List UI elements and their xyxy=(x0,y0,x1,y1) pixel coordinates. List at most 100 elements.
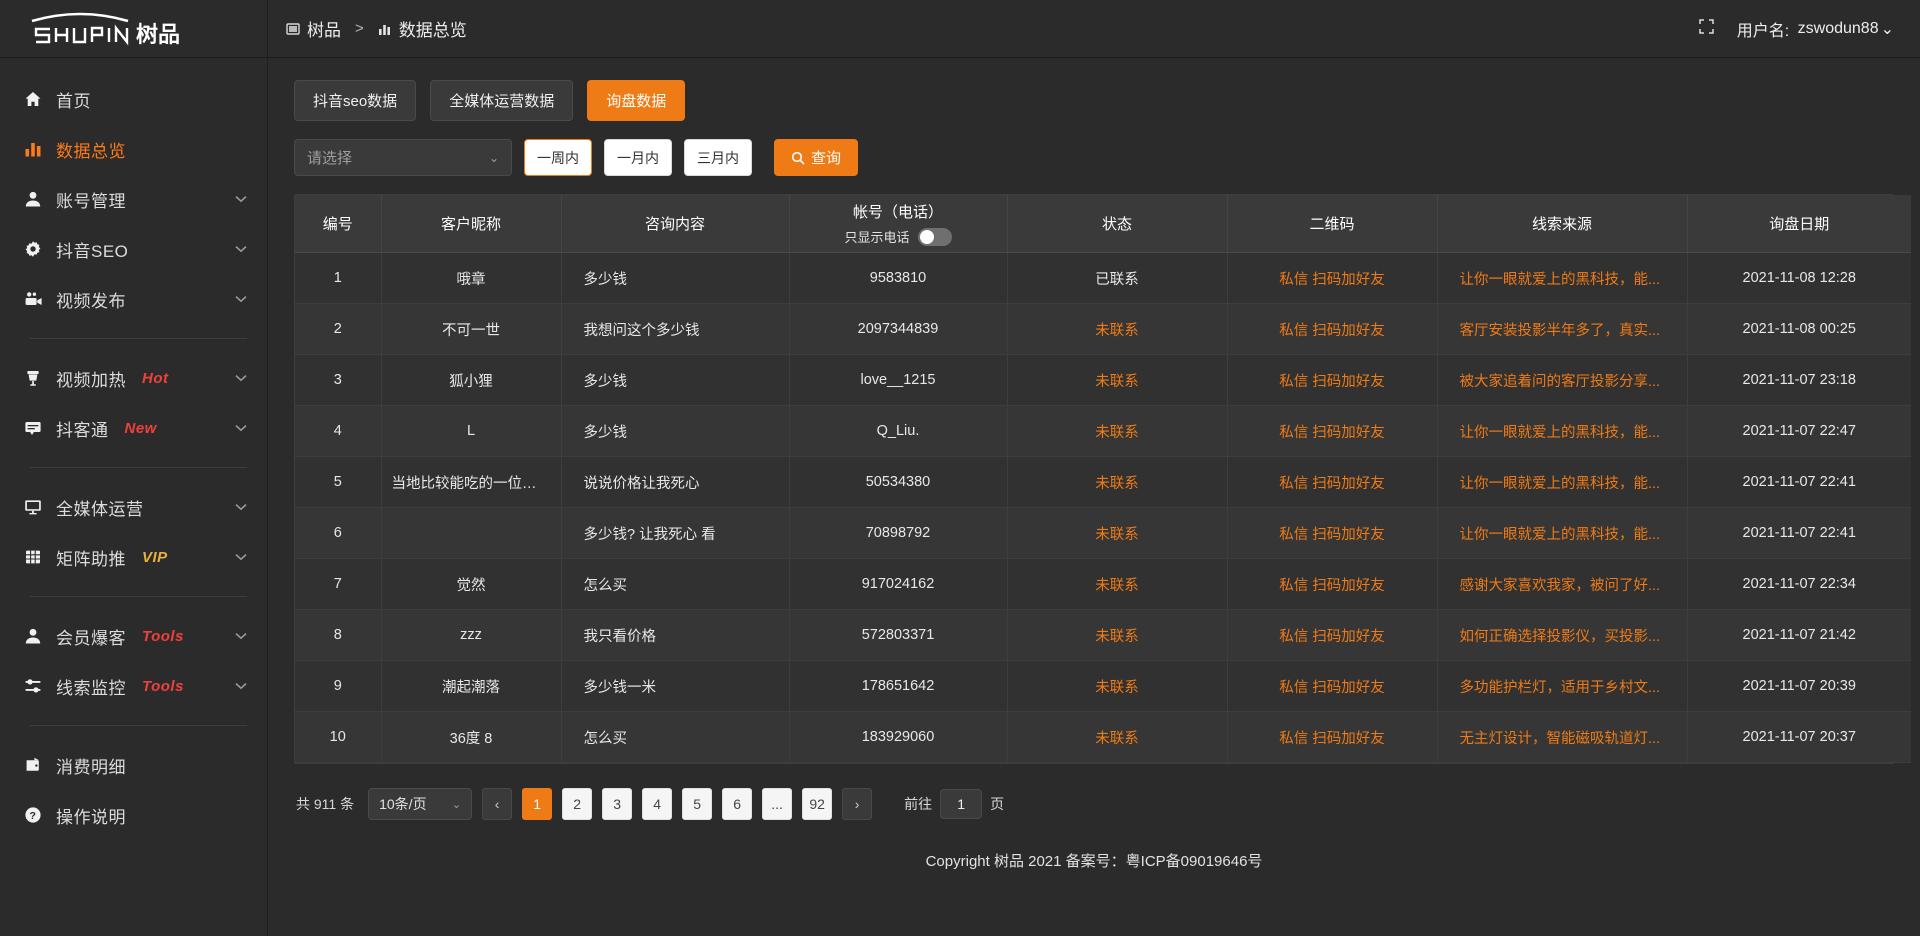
column-header-label: 帐号（电话） xyxy=(852,204,943,221)
user-menu[interactable]: 用户名: zswodun88 ⌄ xyxy=(1737,17,1894,41)
cell-id: 8 xyxy=(295,609,382,661)
table-row[interactable]: 7 觉然 怎么买 917024162 未联系 私信 扫码加好友 感谢大家喜欢我家，被问了好.… xyxy=(295,558,1911,610)
pagination-page-1[interactable]: 1 xyxy=(522,788,553,820)
sidebar-item-8[interactable]: 矩阵助推 VIP xyxy=(0,532,267,582)
pagination-next[interactable]: › xyxy=(842,788,873,820)
sidebar-item-9[interactable]: 会员爆客 Tools xyxy=(0,611,267,661)
cell-nickname: 潮起潮落 xyxy=(381,660,562,712)
cell-source[interactable]: 感谢大家喜欢我家，被问了好... xyxy=(1437,558,1688,610)
column-header-id: 编号 xyxy=(295,195,382,253)
sidebar-item-11[interactable]: 消费明细 xyxy=(0,740,267,790)
user-label: 用户名: xyxy=(1736,22,1790,40)
tab-0[interactable]: 抖音seo数据 xyxy=(294,80,417,121)
pagination-page-6[interactable]: 6 xyxy=(722,788,753,820)
gear-icon xyxy=(22,238,44,260)
breadcrumb-item-app[interactable]: 树品 xyxy=(286,16,341,41)
table-row[interactable]: 3 狐小狸 多少钱 love__1215 未联系 私信 扫码加好友 被大家追着问的客厅投影分… xyxy=(295,354,1911,406)
app-icon xyxy=(286,22,300,36)
cell-status: 未联系 xyxy=(1007,507,1228,559)
range-button-1[interactable]: 一月内 xyxy=(604,139,672,176)
pagination-page-5[interactable]: 5 xyxy=(682,788,713,820)
sidebar-item-7[interactable]: 全媒体运营 xyxy=(0,482,267,532)
cell-nickname: 当地比较能吃的一位美女 xyxy=(381,456,562,508)
cell-qrcode[interactable]: 私信 扫码加好友 xyxy=(1227,456,1438,508)
cell-qrcode[interactable]: 私信 扫码加好友 xyxy=(1227,252,1438,304)
cell-inquiry: 怎么买 xyxy=(561,558,790,610)
sidebar-item-0[interactable]: 首页 xyxy=(0,74,267,124)
pagination-page-...[interactable]: ... xyxy=(762,788,793,820)
sidebar-item-2[interactable]: 账号管理 xyxy=(0,174,267,224)
cell-qrcode[interactable]: 私信 扫码加好友 xyxy=(1227,711,1438,763)
cell-qrcode[interactable]: 私信 扫码加好友 xyxy=(1227,405,1438,457)
main-area: 树品 > 数据总览 用户名: zswodun88 ⌄ xyxy=(268,0,1920,936)
sidebar-item-1[interactable]: 数据总览 xyxy=(0,124,267,174)
cell-source[interactable]: 客厅安装投影半年多了，真实... xyxy=(1437,303,1688,355)
phone-only-toggle[interactable] xyxy=(917,227,952,246)
table-row[interactable]: 8 zzz 我只看价格 572803371 未联系 私信 扫码加好友 如何正确选择投影仪，买… xyxy=(295,609,1911,661)
tab-2[interactable]: 询盘数据 xyxy=(587,80,686,121)
fullscreen-icon[interactable] xyxy=(1698,18,1715,40)
chevron-down-icon xyxy=(235,422,247,434)
cell-qrcode[interactable]: 私信 扫码加好友 xyxy=(1227,558,1438,610)
pagination-page-2[interactable]: 2 xyxy=(562,788,593,820)
cell-qrcode[interactable]: 私信 扫码加好友 xyxy=(1227,660,1438,712)
range-button-2[interactable]: 三月内 xyxy=(684,139,752,176)
user-icon xyxy=(22,188,44,210)
range-button-0[interactable]: 一周内 xyxy=(524,139,592,176)
table-row[interactable]: 9 潮起潮落 多少钱一米 178651642 未联系 私信 扫码加好友 多功能护栏灯，适用于… xyxy=(295,660,1911,712)
table-row[interactable]: 10 36度 8 怎么买 183929060 未联系 私信 扫码加好友 无主灯设计，智能磁吸… xyxy=(295,711,1911,763)
cell-qrcode[interactable]: 私信 扫码加好友 xyxy=(1227,354,1438,406)
pagination-prev[interactable]: ‹ xyxy=(482,788,513,820)
cell-qrcode[interactable]: 私信 扫码加好友 xyxy=(1227,609,1438,661)
cell-nickname: 狐小狸 xyxy=(381,354,562,406)
table-row[interactable]: 1 哦章 多少钱 9583810 已联系 私信 扫码加好友 让你一眼就爱上的黑科技，能...… xyxy=(295,252,1911,304)
table-row[interactable]: 2 不可一世 我想问这个多少钱 2097344839 未联系 私信 扫码加好友 客厅安装投影… xyxy=(295,303,1911,355)
sidebar-item-4[interactable]: 视频发布 xyxy=(0,274,267,324)
breadcrumb-item-current[interactable]: 数据总览 xyxy=(378,16,467,41)
table-row[interactable]: 5 当地比较能吃的一位美女 说说价格让我死心 50534380 未联系 私信 扫码加好友让… xyxy=(295,456,1911,508)
cell-source[interactable]: 如何正确选择投影仪，买投影... xyxy=(1437,609,1688,661)
svg-text:?: ? xyxy=(30,810,37,822)
page-size-select[interactable]: 10条/页 ⌄ xyxy=(368,788,473,820)
sidebar-item-10[interactable]: 线索监控 Tools xyxy=(0,661,267,711)
cell-source[interactable]: 被大家追着问的客厅投影分享... xyxy=(1437,354,1688,406)
cell-date: 2021-11-07 20:37 xyxy=(1687,711,1911,763)
cell-qrcode[interactable]: 私信 扫码加好友 xyxy=(1227,303,1438,355)
phone-only-label: 只显示电话 xyxy=(844,230,910,245)
sidebar-item-3[interactable]: 抖音SEO xyxy=(0,224,267,274)
cell-id: 4 xyxy=(295,405,382,457)
select-filter[interactable]: 请选择 ⌄ xyxy=(294,139,512,176)
cell-source[interactable]: 多功能护栏灯，适用于乡村文... xyxy=(1437,660,1688,712)
pagination-goto-input[interactable] xyxy=(940,789,983,819)
table-row[interactable]: 6 多少钱? 让我死心 看 70898792 未联系 私信 扫码加好友 让你一眼就爱上的黑… xyxy=(295,507,1911,559)
cell-date: 2021-11-08 12:28 xyxy=(1687,252,1911,304)
cell-source[interactable]: 让你一眼就爱上的黑科技，能... xyxy=(1437,252,1688,304)
pagination-page-92[interactable]: 92 xyxy=(802,788,833,820)
sidebar-item-label: 首页 xyxy=(56,91,91,111)
column-header-label: 咨询内容 xyxy=(644,216,705,233)
sidebar-item-badge: Tools xyxy=(142,677,184,695)
cell-status: 未联系 xyxy=(1007,558,1228,610)
cell-source[interactable]: 让你一眼就爱上的黑科技，能... xyxy=(1437,507,1688,559)
chevron-down-icon: ⌄ xyxy=(488,150,499,165)
tab-1[interactable]: 全媒体运营数据 xyxy=(430,80,574,121)
brand-logo[interactable]: 树品 xyxy=(0,0,267,58)
sidebar-item-5[interactable]: 视频加热 Hot xyxy=(0,353,267,403)
pagination-page-3[interactable]: 3 xyxy=(602,788,633,820)
select-filter-value: 请选择 xyxy=(307,150,353,167)
sidebar-item-12[interactable]: ? 操作说明 xyxy=(0,790,267,840)
sidebar-item-6[interactable]: 抖客通 New xyxy=(0,403,267,453)
cell-qrcode[interactable]: 私信 扫码加好友 xyxy=(1227,507,1438,559)
table-row[interactable]: 4 L 多少钱 Q_Liu. 未联系 私信 扫码加好友 让你一眼就爱上的黑科技，能... 20… xyxy=(295,405,1911,457)
cell-source[interactable]: 让你一眼就爱上的黑科技，能... xyxy=(1437,405,1688,457)
search-button[interactable]: 查询 xyxy=(774,139,859,176)
sidebar-item-label: 数据总览 xyxy=(56,141,126,161)
cell-date: 2021-11-07 23:18 xyxy=(1687,354,1911,406)
cell-account: 572803371 xyxy=(789,609,1008,661)
cell-source[interactable]: 无主灯设计，智能磁吸轨道灯... xyxy=(1437,711,1688,763)
sidebar-item-label: 会员爆客 xyxy=(56,628,126,648)
pagination-page-4[interactable]: 4 xyxy=(642,788,673,820)
cell-source[interactable]: 让你一眼就爱上的黑科技，能... xyxy=(1437,456,1688,508)
cell-inquiry: 我想问这个多少钱 xyxy=(561,303,790,355)
